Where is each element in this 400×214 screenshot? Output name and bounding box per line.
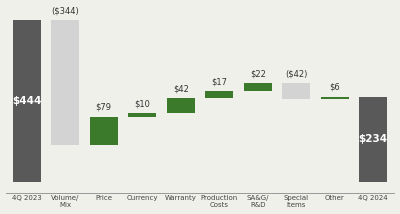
Text: $6: $6 [329,83,340,92]
Text: $10: $10 [134,99,150,108]
Bar [13,20,40,182]
Bar [321,97,349,99]
Text: $22: $22 [250,70,266,79]
Bar [128,113,156,117]
Bar [90,117,118,145]
Text: $79: $79 [96,103,112,112]
Text: $42: $42 [173,84,189,93]
Bar [282,83,310,99]
Bar [167,98,195,113]
Text: $234: $234 [359,134,388,144]
Text: $444: $444 [12,96,42,106]
Bar [244,83,272,91]
Bar [360,97,387,182]
Bar [205,91,233,98]
Text: ($344): ($344) [51,6,79,15]
Text: ($42): ($42) [285,70,308,79]
Bar [51,20,79,145]
Text: $17: $17 [211,78,227,87]
